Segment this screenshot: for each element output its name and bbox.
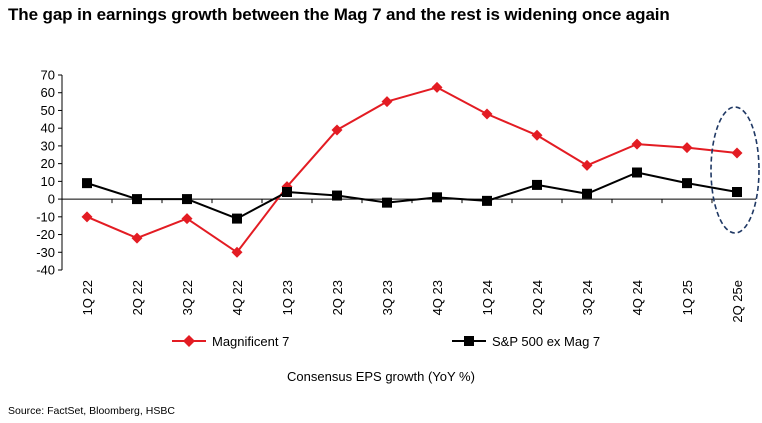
data-point-sp500-ex-mag7 <box>682 178 692 189</box>
data-point-sp500-ex-mag7 <box>232 213 242 224</box>
x-tick-label: 2Q 25e <box>730 280 745 323</box>
x-tick-label: 3Q 22 <box>180 280 195 315</box>
data-point-magnificent-7 <box>231 246 243 258</box>
x-tick-label: 1Q 25 <box>680 280 695 315</box>
y-tick-label: 70 <box>41 68 55 83</box>
data-point-sp500-ex-mag7 <box>482 195 492 206</box>
data-point-sp500-ex-mag7 <box>132 194 142 205</box>
y-tick-label: 60 <box>41 85 55 100</box>
data-point-magnificent-7 <box>331 124 343 136</box>
data-point-magnificent-7 <box>731 147 743 159</box>
data-point-magnificent-7 <box>381 96 393 108</box>
x-tick-label: 1Q 23 <box>280 280 295 315</box>
y-tick-label: 0 <box>48 192 55 207</box>
y-tick-label: -20 <box>36 227 55 242</box>
x-tick-label: 2Q 23 <box>330 280 345 315</box>
data-point-magnificent-7 <box>581 159 593 171</box>
legend-line-sp500-ex-mag7 <box>452 336 486 346</box>
legend-label-sp500-ex-mag7: S&P 500 ex Mag 7 <box>492 333 601 349</box>
y-tick-label: 10 <box>41 174 55 189</box>
legend-label-magnificent-7: Magnificent 7 <box>212 333 290 349</box>
x-tick-label: 2Q 24 <box>530 280 545 315</box>
chart-title: The gap in earnings growth between the M… <box>8 5 670 24</box>
data-point-magnificent-7 <box>81 211 93 223</box>
data-point-magnificent-7 <box>481 108 493 120</box>
square-marker-icon <box>464 336 474 346</box>
x-tick-label: 2Q 22 <box>130 280 145 315</box>
x-tick-label: 3Q 24 <box>580 280 595 315</box>
y-tick-label: 40 <box>41 121 55 136</box>
data-point-sp500-ex-mag7 <box>182 194 192 205</box>
data-point-sp500-ex-mag7 <box>632 167 642 178</box>
highlight-ellipse <box>710 106 760 234</box>
series-line-sp500-ex-mag7 <box>86 171 738 220</box>
data-point-sp500-ex-mag7 <box>282 187 292 197</box>
data-point-magnificent-7 <box>531 129 543 141</box>
legend-item-sp500-ex-mag7: S&P 500 ex Mag 7 <box>452 332 600 350</box>
x-tick-label: 4Q 24 <box>630 280 645 315</box>
source-note: Source: FactSet, Bloomberg, HSBC <box>8 405 175 417</box>
y-tick-label: 30 <box>41 138 55 153</box>
y-tick-label: -10 <box>36 209 55 224</box>
x-tick-label: 4Q 22 <box>230 280 245 315</box>
data-point-magnificent-7 <box>631 138 643 150</box>
data-point-sp500-ex-mag7 <box>432 192 442 203</box>
x-axis-caption: Consensus EPS growth (YoY %) <box>287 369 475 384</box>
series-line-magnificent-7 <box>86 86 738 254</box>
x-tick-label: 1Q 22 <box>80 280 95 315</box>
y-tick-label: -30 <box>36 245 55 260</box>
data-point-magnificent-7 <box>181 213 193 225</box>
data-point-sp500-ex-mag7 <box>582 188 592 199</box>
data-point-sp500-ex-mag7 <box>732 187 742 197</box>
data-point-magnificent-7 <box>431 81 443 93</box>
data-point-sp500-ex-mag7 <box>332 190 342 201</box>
data-point-magnificent-7 <box>131 232 143 244</box>
x-tick-label: 3Q 23 <box>380 280 395 315</box>
y-tick-label: 20 <box>41 156 55 171</box>
x-tick-label: 1Q 24 <box>480 280 495 315</box>
data-point-magnificent-7 <box>681 142 693 154</box>
data-point-sp500-ex-mag7 <box>82 178 92 189</box>
legend-item-magnificent-7: Magnificent 7 <box>172 332 289 350</box>
data-point-sp500-ex-mag7 <box>382 197 392 208</box>
y-tick-label: 50 <box>41 103 55 118</box>
y-tick-label: -40 <box>36 263 55 278</box>
x-tick-label: 4Q 23 <box>430 280 445 315</box>
legend-line-magnificent-7 <box>172 334 206 348</box>
diamond-marker-icon <box>182 334 196 348</box>
data-point-sp500-ex-mag7 <box>532 179 542 190</box>
